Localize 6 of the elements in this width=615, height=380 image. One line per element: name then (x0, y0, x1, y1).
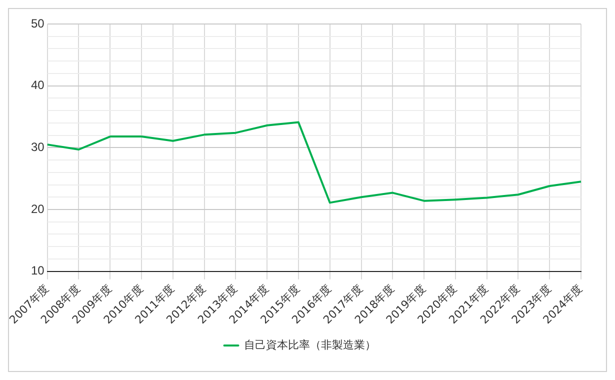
y-tick-label: 50 (30, 16, 45, 30)
y-tick-label: 40 (30, 78, 45, 92)
y-tick-label: 10 (30, 264, 45, 278)
y-tick-label: 20 (30, 202, 45, 216)
legend-label: 自己資本比率（非製造業） (244, 338, 376, 352)
y-tick-label: 30 (30, 140, 45, 154)
